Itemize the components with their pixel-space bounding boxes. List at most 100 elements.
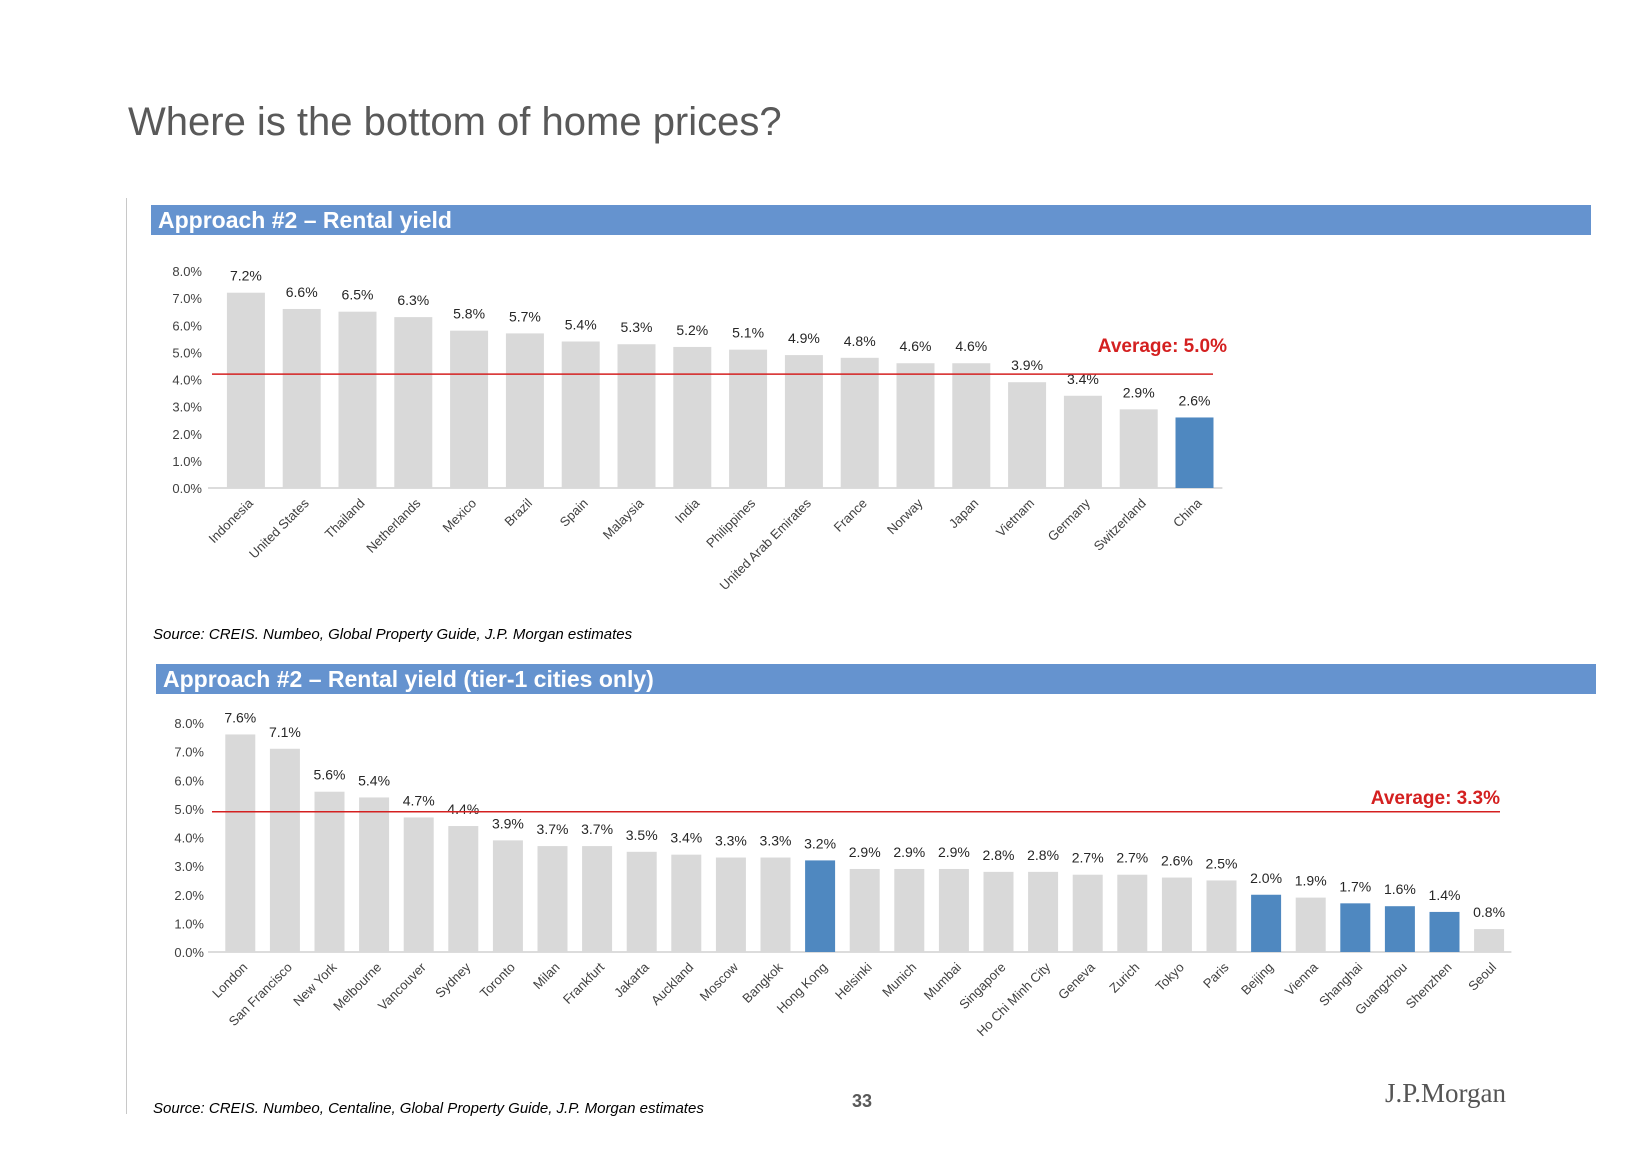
- chart2-data-label: 2.7%: [1072, 850, 1104, 866]
- chart1-source: Source: CREIS. Numbeo, Global Property G…: [153, 626, 633, 643]
- page-number: 33: [852, 1091, 873, 1111]
- chart2-data-label: 3.4%: [670, 830, 702, 846]
- chart1-category-label: Norway: [884, 495, 926, 537]
- chart2-category-label: Vancouver: [375, 959, 429, 1013]
- chart1-category-label: China: [1170, 495, 1205, 530]
- chart1-data-label: 6.3%: [397, 292, 429, 308]
- chart1-data-label: 5.2%: [676, 322, 708, 338]
- chart1-y-tick-label: 3.0%: [172, 400, 202, 415]
- chart1-bar: [729, 349, 768, 488]
- jpmorgan-logo: J.P.Morgan: [1385, 1078, 1507, 1108]
- chart2-data-label: 5.4%: [358, 772, 390, 788]
- chart2-y-tick-label: 7.0%: [174, 745, 204, 760]
- chart1-category-label: Mexico: [439, 496, 479, 536]
- chart2-bar: [537, 846, 568, 952]
- chart1-category-label: Netherlands: [363, 495, 424, 556]
- chart1-bar: [896, 363, 935, 488]
- chart2-data-label: 1.9%: [1295, 873, 1327, 889]
- chart2-bar: [938, 868, 969, 952]
- chart2-category-label: Jakarta: [611, 959, 652, 1000]
- chart1-data-label: 7.2%: [230, 268, 262, 284]
- chart2-data-label: 3.7%: [581, 821, 613, 837]
- chart2-bar: [715, 857, 746, 952]
- chart2-data-label: 1.7%: [1339, 878, 1371, 894]
- chart2-bar: [760, 857, 791, 952]
- chart1-bar: [1063, 395, 1102, 488]
- chart2-bar: [894, 868, 925, 952]
- chart2-category-label: Helsinki: [832, 959, 875, 1002]
- chart1-y-tick-label: 5.0%: [172, 345, 202, 360]
- chart2-data-label: 3.3%: [760, 833, 792, 849]
- chart2-bar: [359, 797, 390, 952]
- chart1-data-label: 4.6%: [900, 338, 932, 354]
- chart1-data-label: 5.3%: [621, 319, 653, 335]
- chart1-data-label: 5.7%: [509, 308, 541, 324]
- chart1-bar: [1175, 417, 1214, 488]
- chart2-bar: [1295, 897, 1326, 952]
- chart2-category-label: Zurich: [1106, 960, 1142, 996]
- chart2-bar: [1474, 929, 1505, 952]
- chart1-category-label: Philippines: [703, 495, 758, 550]
- chart2-data-label: 4.7%: [403, 792, 435, 808]
- chart2-category-label: Sydney: [432, 959, 474, 1001]
- chart1-data-label: 3.9%: [1011, 357, 1043, 373]
- chart2-bar: [1161, 877, 1192, 952]
- chart2-bar: [671, 854, 702, 952]
- chart1-category-label: Switzerland: [1091, 496, 1149, 554]
- chart1-category-label: Indonesia: [206, 495, 257, 546]
- chart2-y-tick-label: 5.0%: [174, 802, 204, 817]
- chart2-bar: [1206, 880, 1237, 952]
- chart2-data-label: 3.7%: [537, 821, 569, 837]
- chart2-bar: [849, 868, 880, 952]
- chart2-data-label: 2.0%: [1250, 870, 1282, 886]
- chart2-data-label: 2.6%: [1161, 853, 1193, 869]
- chart1-bar: [226, 292, 265, 488]
- chart2-data-label: 2.7%: [1116, 850, 1148, 866]
- chart1-category-label: United States: [246, 495, 312, 561]
- chart2-data-label: 2.5%: [1206, 855, 1238, 871]
- chart2-bar: [1028, 871, 1059, 952]
- chart2-data-label: 7.6%: [224, 709, 256, 725]
- chart1-category-label: India: [672, 495, 703, 526]
- chart2-data-label: 2.9%: [893, 844, 925, 860]
- chart2-category-label: Munich: [879, 960, 919, 1000]
- chart1-data-label: 4.8%: [844, 333, 876, 349]
- chart2-average-label: Average: 3.3%: [1371, 788, 1500, 809]
- chart2-data-label: 5.6%: [314, 767, 346, 783]
- chart2-bar: [582, 846, 613, 952]
- chart1-bar: [450, 330, 489, 488]
- chart2-category-label: Frankfurt: [560, 959, 608, 1007]
- chart1-category-label: Vietnam: [993, 496, 1037, 540]
- chart2-data-label: 1.6%: [1384, 881, 1416, 897]
- chart2-data-label: 2.8%: [1027, 847, 1059, 863]
- chart2-bar: [1072, 874, 1103, 952]
- chart1-y-tick-label: 4.0%: [172, 373, 202, 388]
- chart2-bar: [448, 826, 479, 952]
- chart2-category-label: Tokyo: [1152, 960, 1187, 995]
- chart1-y-tick-label: 6.0%: [172, 318, 202, 333]
- chart2-data-label: 0.8%: [1473, 904, 1505, 920]
- chart2-data-label: 2.9%: [938, 844, 970, 860]
- chart1-data-label: 2.6%: [1179, 392, 1211, 408]
- chart2-category-label: Geneva: [1055, 959, 1098, 1002]
- chart2-rental-yield-tier1: 0.0% 1.0% 2.0% 3.0% 4.0% 5.0% 6.0% 7.0% 8.0% 7.6%…: [174, 709, 1512, 1039]
- chart2-bar: [492, 840, 523, 952]
- chart1-header-bar: Approach #2 – Rental yield: [151, 205, 1591, 235]
- chart1-data-label: 6.5%: [342, 287, 374, 303]
- chart2-y-tick-label: 4.0%: [174, 831, 204, 846]
- chart1-category-label: Germany: [1045, 495, 1094, 544]
- chart1-category-label: Spain: [557, 496, 591, 530]
- chart2-data-label: 1.4%: [1429, 887, 1461, 903]
- chart2-header-bar: Approach #2 – Rental yield (tier-1 citie…: [156, 664, 1596, 694]
- chart2-y-tick-label: 8.0%: [174, 716, 204, 731]
- chart2-category-label: Toronto: [477, 960, 518, 1001]
- page-title: Where is the bottom of home prices?: [128, 100, 782, 144]
- chart2-bar: [314, 791, 345, 952]
- chart1-bar: [617, 344, 656, 488]
- chart2-data-label: 2.9%: [849, 844, 881, 860]
- chart2-bar: [626, 851, 657, 952]
- chart1-data-label: 6.6%: [286, 284, 318, 300]
- chart2-category-label: Shenzhen: [1403, 960, 1455, 1012]
- chart1-bar: [784, 355, 823, 488]
- chart2-category-label: Moscow: [697, 959, 742, 1004]
